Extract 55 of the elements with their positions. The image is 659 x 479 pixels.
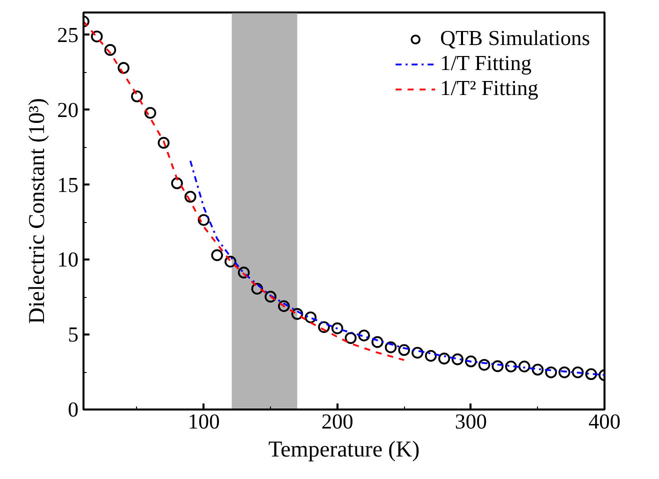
point — [104, 44, 116, 56]
x-tick-label: 300 — [454, 410, 487, 434]
legend-label: 1/T² Fitting — [440, 76, 538, 101]
x-tick-label: 400 — [588, 410, 621, 434]
y-axis-title: Dielectric Constant (10³) — [24, 98, 50, 324]
point — [158, 136, 170, 149]
point — [304, 311, 317, 324]
point — [264, 290, 276, 303]
point — [412, 346, 424, 359]
point — [224, 256, 236, 268]
point — [585, 368, 598, 380]
point — [211, 249, 223, 262]
y-tick-label: 20 — [57, 98, 78, 122]
point — [291, 308, 304, 320]
legend-label: QTB Simulations — [440, 26, 590, 51]
point — [371, 336, 384, 348]
line-series — [189, 160, 604, 376]
y-tick-label: 0 — [68, 398, 79, 422]
point — [545, 366, 557, 378]
line-series — [84, 20, 406, 361]
point — [465, 356, 477, 368]
y-tick-label: 10 — [57, 248, 78, 272]
point — [278, 300, 290, 312]
point — [90, 30, 103, 42]
point — [171, 177, 183, 190]
point — [251, 282, 264, 295]
point — [131, 90, 143, 102]
point — [344, 332, 357, 344]
legend-label: 1/T Fitting — [440, 51, 532, 76]
x-tick-label: 100 — [188, 410, 220, 434]
point — [144, 106, 156, 119]
point — [238, 266, 250, 278]
point — [532, 364, 544, 376]
x-axis-title: Temperature (K) — [268, 436, 420, 462]
point — [452, 353, 464, 366]
point — [505, 360, 517, 372]
point — [118, 62, 130, 74]
point — [198, 214, 210, 226]
point — [518, 360, 530, 372]
point — [384, 341, 397, 354]
point — [572, 366, 584, 378]
point — [318, 321, 330, 333]
y-tick-label: 25 — [57, 22, 78, 47]
point — [424, 350, 437, 362]
point — [398, 344, 410, 356]
y-tick-label: 5 — [68, 322, 79, 347]
point — [331, 322, 344, 334]
point — [184, 190, 196, 203]
point — [438, 352, 450, 364]
point — [558, 366, 570, 378]
x-tick-label: 200 — [321, 410, 354, 434]
y-tick-label: 15 — [57, 172, 78, 197]
point — [478, 358, 490, 371]
point — [492, 360, 504, 372]
point — [358, 330, 370, 342]
